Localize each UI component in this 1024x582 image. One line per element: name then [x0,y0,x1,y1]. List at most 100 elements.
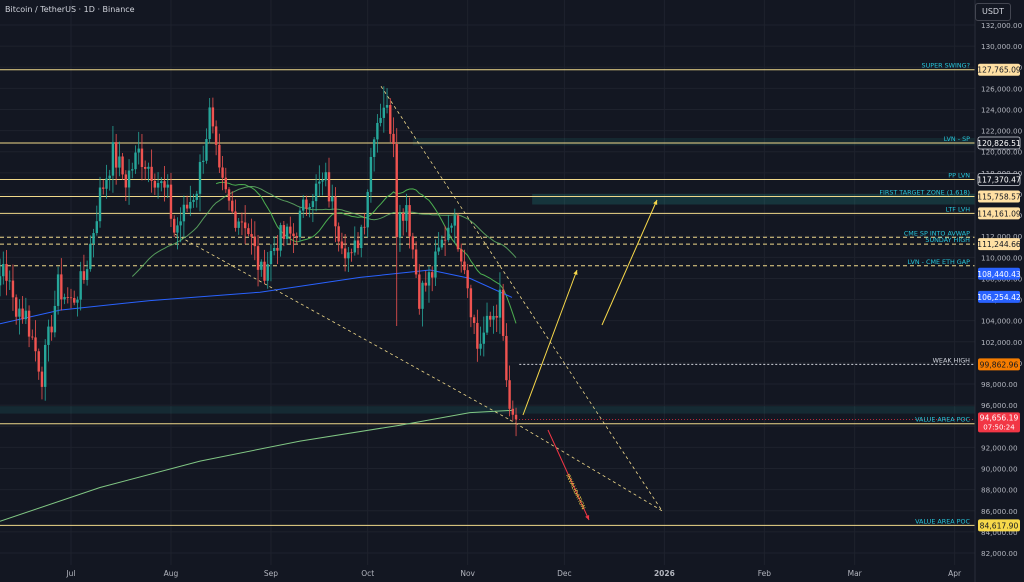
candle-body [405,205,408,221]
candle-body [63,297,66,300]
projection-arrows: INVALIDATION [522,199,658,521]
candle-body [360,226,363,249]
candle-body [189,201,192,209]
price-tick-label: 90,000.00 [981,465,1018,474]
candle-body [395,144,398,238]
price-tick-label: 104,000.00 [981,317,1023,326]
trend-line [380,86,663,511]
candle-body [92,233,95,244]
candle-body [334,196,337,227]
candle-body [31,336,34,338]
moving-averages [0,181,517,522]
candle-body [250,234,253,237]
candle-body [79,271,82,300]
first-target-zone [532,193,975,205]
trend-lines [174,86,663,512]
candle-body [311,201,315,208]
price-tick-label: 82,000.00 [981,549,1018,558]
price-tick-label: 102,000.00 [981,338,1023,347]
candle-body [53,305,57,333]
candle-body [505,335,508,381]
candle-body [501,289,505,336]
time-tick-label: Oct [361,569,374,578]
price-tick-label: 96,000.00 [981,401,1018,410]
trend-line [174,233,511,421]
candle-body [240,221,244,223]
arrow-head [585,515,590,520]
price-tick-label: 120,000.00 [981,148,1023,157]
candle-body [98,187,102,222]
price-badge [978,207,1020,220]
price-badge [977,136,1021,150]
price-tick-label: 88,000.00 [981,486,1018,495]
time-tick-label: Apr [948,569,962,578]
candle-body [205,139,208,161]
candle-body [376,122,379,140]
candle-body [511,408,515,415]
currency-button[interactable]: USDT [975,3,1011,21]
candle-body [495,315,498,318]
level-label: CME SP INTO AVWAP [904,229,970,237]
candle-body [82,271,86,280]
price-badge [978,358,1020,371]
candle-body [214,126,218,145]
price-tick-label: 98,000.00 [981,380,1018,389]
candle-body [140,148,144,167]
candle-body [208,107,211,140]
candle-body [318,181,321,184]
time-tick-label: Dec [557,569,572,578]
candle-body [347,252,350,259]
level-lines [0,69,975,526]
candle-body [460,249,463,262]
lvn-zone [412,137,976,146]
price-badge-label: 115,758.57 [977,193,1021,202]
candle-body [137,148,140,153]
candle-body [256,246,260,270]
candle-body [156,183,160,188]
candle-body [60,274,63,300]
candle-body [447,227,450,241]
candle-body [198,161,202,194]
candle-body [192,199,195,202]
candle-body [224,177,227,190]
candle-body [163,181,166,188]
candle-body [127,170,131,188]
candle-body [508,380,511,409]
candle-body [327,172,331,202]
time-axis[interactable]: Jul Aug Sep Oct Nov Dec 2026 Feb Mar Apr [65,569,962,578]
candle-body [385,105,389,108]
candle-body [202,160,205,162]
price-badge-label: 84,617.90 [980,521,1019,530]
candle-body [169,184,173,219]
level-label: WEAK HIGH [933,356,971,364]
candle-body [363,226,366,228]
countdown-label: 07:50:24 [983,423,1015,431]
candles [0,86,518,437]
candle-body [472,317,476,323]
candle-body [114,142,118,168]
candle-body [314,183,318,202]
level-label: LVN - CME ETH GAP [908,258,971,266]
candle-body [24,310,28,320]
candle-body [95,221,98,234]
candle-body [108,175,111,179]
candle-body [392,133,395,145]
candle-body [263,261,266,281]
candle-body [469,288,473,318]
candle-body [382,107,386,118]
candle-body [331,196,334,202]
level-label: VALUE AREA POC [915,416,970,424]
candle-body [50,326,53,333]
candle-body [143,166,147,169]
price-tick-label: 92,000.00 [981,443,1018,452]
price-axis[interactable]: 132,000.00130,000.00128,000.00126,000.00… [974,0,1023,582]
price-badge-label: 106,254.42 [977,293,1021,302]
candle-body [453,215,456,226]
candle-body [408,205,411,237]
time-tick-label: Aug [164,569,179,578]
candle-body [476,322,479,349]
price-badge-label: 99,862.96 [980,360,1019,369]
candle-body [343,248,347,259]
candle-body [421,282,424,309]
